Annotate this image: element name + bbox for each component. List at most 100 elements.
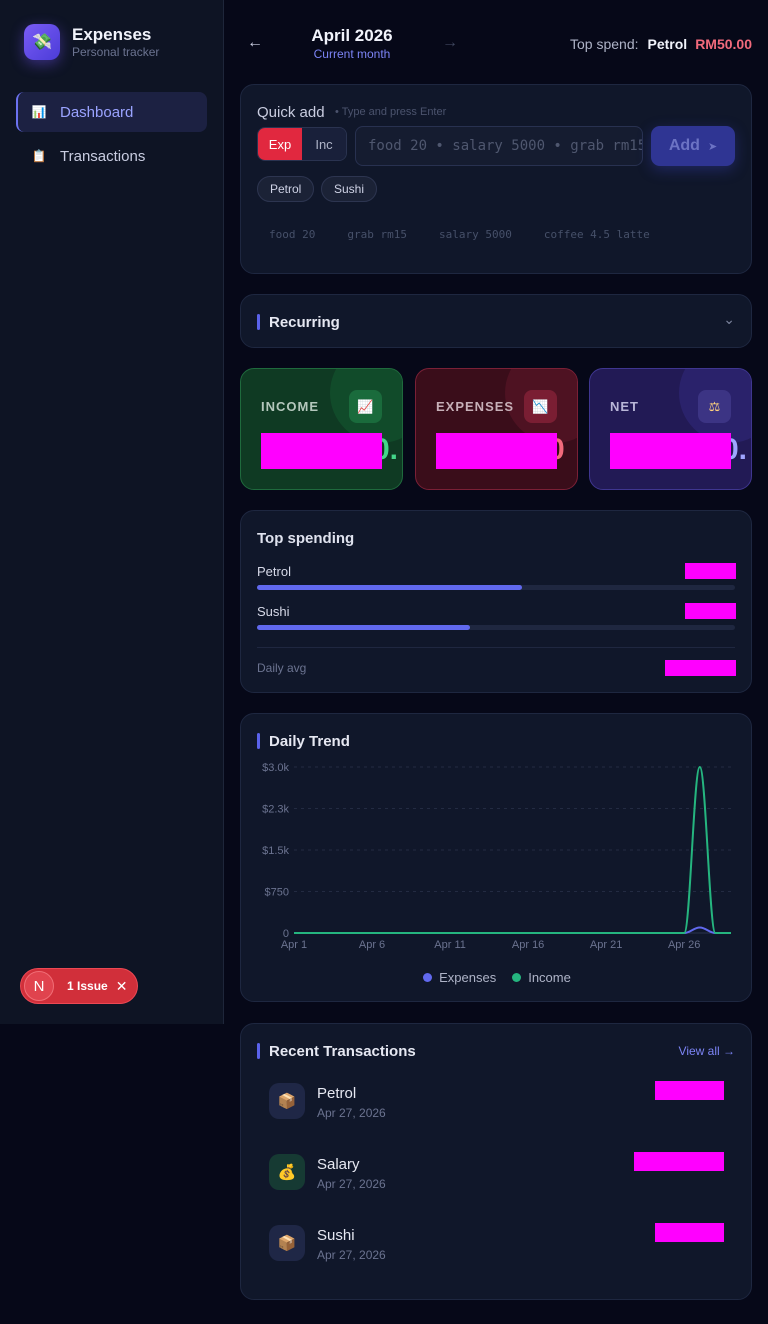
quick-add-title: Quick add [257,104,325,121]
daily-trend-chart: 0 $750 $1.5k $2.3k $3.0k Apr 1 Apr 6 Apr 11 Apr … [262,762,731,951]
recurring-title: Recurring [269,314,340,331]
scales-icon: ⚖ [698,390,731,423]
transaction-row[interactable]: 📦 Sushi Apr 27, 2026 [269,1223,725,1263]
spending-progress-fill [257,625,470,630]
redacted-value [261,433,382,469]
next-month-button[interactable]: → [442,34,458,51]
spending-progress-track [257,585,735,590]
income-card: INCOME 📈 0. [240,368,403,490]
type-toggle: Exp Inc [257,127,347,161]
income-value: 0. [261,433,401,469]
top-spend-label: Top spend: [570,36,639,52]
package-icon: 📦 [269,1225,305,1261]
legend-item-expenses[interactable]: Expenses [423,970,496,985]
brand: 💸 Expenses Personal tracker [24,24,159,60]
x-tick-label: Apr 6 [359,939,385,951]
view-all-link[interactable]: View all → [678,1044,735,1058]
sidebar: 💸 Expenses Personal tracker 📊 Dashboard … [0,0,224,1024]
suggestion-chip[interactable]: Petrol [257,176,315,202]
receipt-icon: 📋 [31,149,47,163]
income-toggle-button[interactable]: Inc [302,128,346,160]
spending-category-label: Sushi [257,604,290,619]
issues-label: 1 Issue [67,979,108,993]
redacted-amount [634,1152,724,1171]
quick-add-hint: • Type and press Enter [335,106,447,118]
expenses-value: 0 [436,433,576,469]
divider [257,647,735,648]
example-text: food 20 [269,228,316,241]
chart-down-icon: 📉 [524,390,557,423]
redacted-value [610,433,731,469]
add-button[interactable]: Add ➤ [651,126,735,166]
x-tick-label: Apr 26 [668,939,700,951]
add-button-label: Add [668,137,700,154]
chevron-down-icon[interactable]: ⌄ [723,311,735,327]
send-icon: ➤ [707,140,718,153]
x-tick-label: Apr 16 [512,939,544,951]
net-value: 0. [610,433,750,469]
legend-label: Expenses [439,970,497,985]
quick-add-card: Quick add • Type and press Enter Exp Inc… [240,84,752,274]
month-selector: April 2026 Current month [290,26,414,62]
net-card: NET ⚖ 0. [589,368,752,490]
sidebar-nav: 📊 Dashboard 📋 Transactions [16,92,207,180]
section-accent [257,733,260,749]
y-tick-label: 0 [283,928,289,940]
quick-add-input[interactable]: food 20 • salary 5000 • grab rm15 [355,126,643,166]
month-title: April 2026 [311,26,393,45]
next-logo-icon: N [24,971,54,1001]
y-tick-label: $2.3k [262,804,289,816]
x-tick-label: Apr 21 [590,939,622,951]
redacted-amount [685,603,736,619]
redacted-amount [665,660,736,676]
transaction-date: Apr 27, 2026 [317,1177,386,1191]
income-label: INCOME [261,399,319,414]
spending-progress-fill [257,585,523,590]
legend-dot [512,973,522,982]
prev-month-button[interactable]: ← [247,34,263,51]
transaction-row[interactable]: 💰 Salary Apr 27, 2026 [269,1152,725,1192]
spending-progress-track [257,625,735,630]
section-accent [257,314,260,330]
close-icon[interactable]: ✕ [115,977,128,994]
recent-transactions-title: Recent Transactions [269,1043,416,1060]
sidebar-item-dashboard[interactable]: 📊 Dashboard [16,92,207,132]
transaction-name: Petrol [317,1085,357,1102]
legend-dot [423,973,433,982]
expense-toggle-button[interactable]: Exp [258,128,302,160]
y-tick-label: $750 [265,887,289,899]
example-text: grab rm15 [347,228,407,241]
chart-up-icon: 📈 [349,390,382,423]
app-title: Expenses [72,24,152,44]
y-tick-label: $3.0k [262,762,289,774]
recent-transactions-card: Recent Transactions View all → 📦 Petrol … [240,1023,752,1300]
top-spending-card: Top spending Petrol Sushi Daily avg [240,510,752,693]
transaction-name: Sushi [317,1227,355,1244]
top-spending-title: Top spending [257,530,355,547]
daily-avg-label: Daily avg [257,661,307,675]
suggestion-chip[interactable]: Sushi [321,176,378,202]
redacted-amount [655,1081,724,1100]
transaction-name: Salary [317,1156,360,1173]
package-icon: 📦 [269,1083,305,1119]
chart-legend: Expenses Income [241,970,753,985]
legend-label: Income [528,970,571,985]
example-text: coffee 4.5 latte [543,228,650,241]
net-label: NET [610,399,639,414]
legend-item-income[interactable]: Income [512,970,571,985]
expenses-label: EXPENSES [436,399,515,414]
money-with-wings-icon: 💸 [24,24,60,60]
recurring-section[interactable]: Recurring ⌄ [240,294,752,348]
transaction-date: Apr 27, 2026 [317,1106,386,1120]
sidebar-item-label: Dashboard [60,103,134,121]
app-subtitle: Personal tracker [72,44,160,59]
issues-badge[interactable]: N 1 Issue ✕ [20,968,138,1004]
transaction-row[interactable]: 📦 Petrol Apr 27, 2026 [269,1081,725,1121]
expenses-card: EXPENSES 📉 0 [415,368,578,490]
example-text: salary 5000 [438,228,512,241]
sidebar-item-transactions[interactable]: 📋 Transactions [16,136,207,176]
redacted-value [436,433,557,469]
y-tick-label: $1.5k [262,845,289,857]
top-spend-category: Petrol [647,36,688,52]
quick-add-examples: food 20 grab rm15 salary 5000 coffee 4.5… [269,228,682,241]
